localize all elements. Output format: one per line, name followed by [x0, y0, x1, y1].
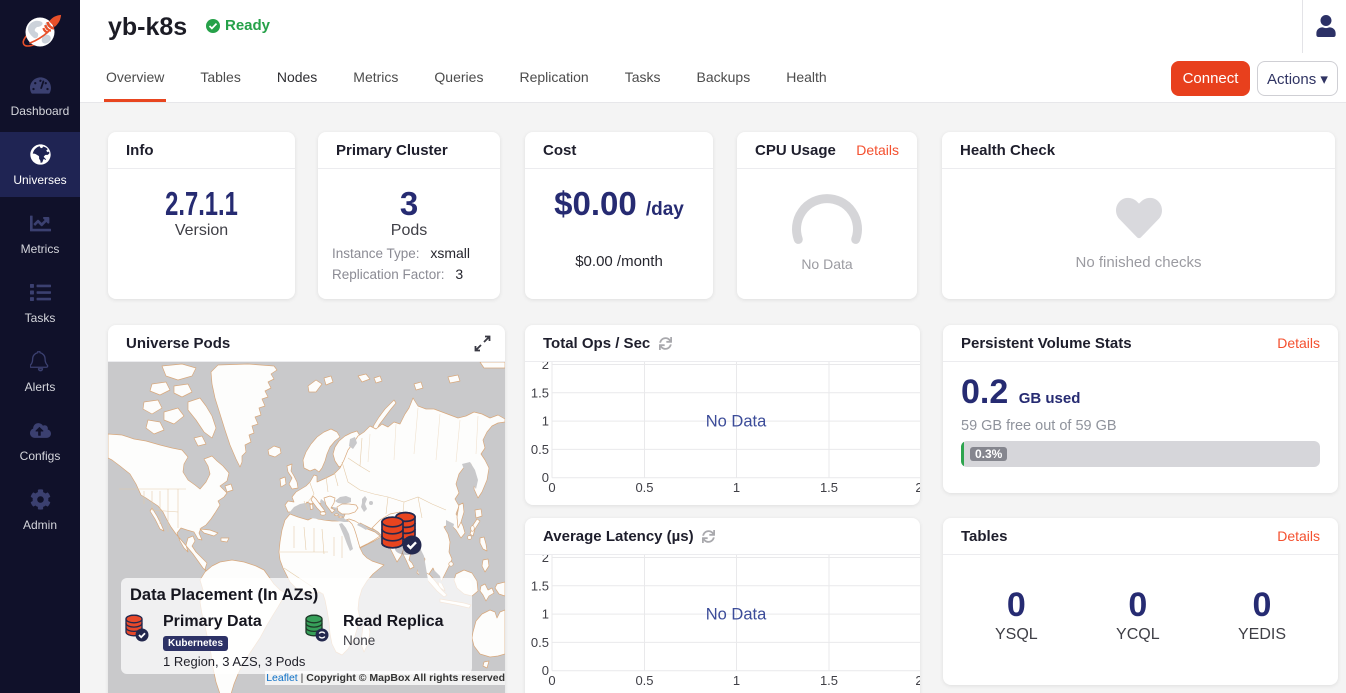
svg-text:1: 1 — [733, 480, 740, 495]
svg-text:0.5: 0.5 — [635, 480, 653, 495]
svg-text:0: 0 — [542, 663, 549, 678]
svg-text:1: 1 — [542, 414, 549, 429]
svg-text:1: 1 — [542, 607, 549, 622]
svg-text:0.5: 0.5 — [531, 442, 549, 457]
svg-text:0: 0 — [542, 470, 549, 485]
svg-text:0.5: 0.5 — [531, 635, 549, 650]
svg-text:2: 2 — [542, 362, 549, 372]
svg-text:No Data: No Data — [706, 606, 767, 624]
svg-text:1: 1 — [733, 673, 740, 688]
svg-text:0.5: 0.5 — [635, 673, 653, 688]
svg-text:2: 2 — [915, 673, 920, 688]
svg-text:1.5: 1.5 — [820, 480, 838, 495]
svg-text:No Data: No Data — [706, 413, 767, 431]
svg-text:2: 2 — [915, 480, 920, 495]
svg-text:2: 2 — [542, 555, 549, 565]
svg-text:1.5: 1.5 — [531, 578, 549, 593]
svg-text:1.5: 1.5 — [531, 385, 549, 400]
svg-text:0: 0 — [548, 480, 555, 495]
svg-text:1.5: 1.5 — [820, 673, 838, 688]
svg-text:0: 0 — [548, 673, 555, 688]
